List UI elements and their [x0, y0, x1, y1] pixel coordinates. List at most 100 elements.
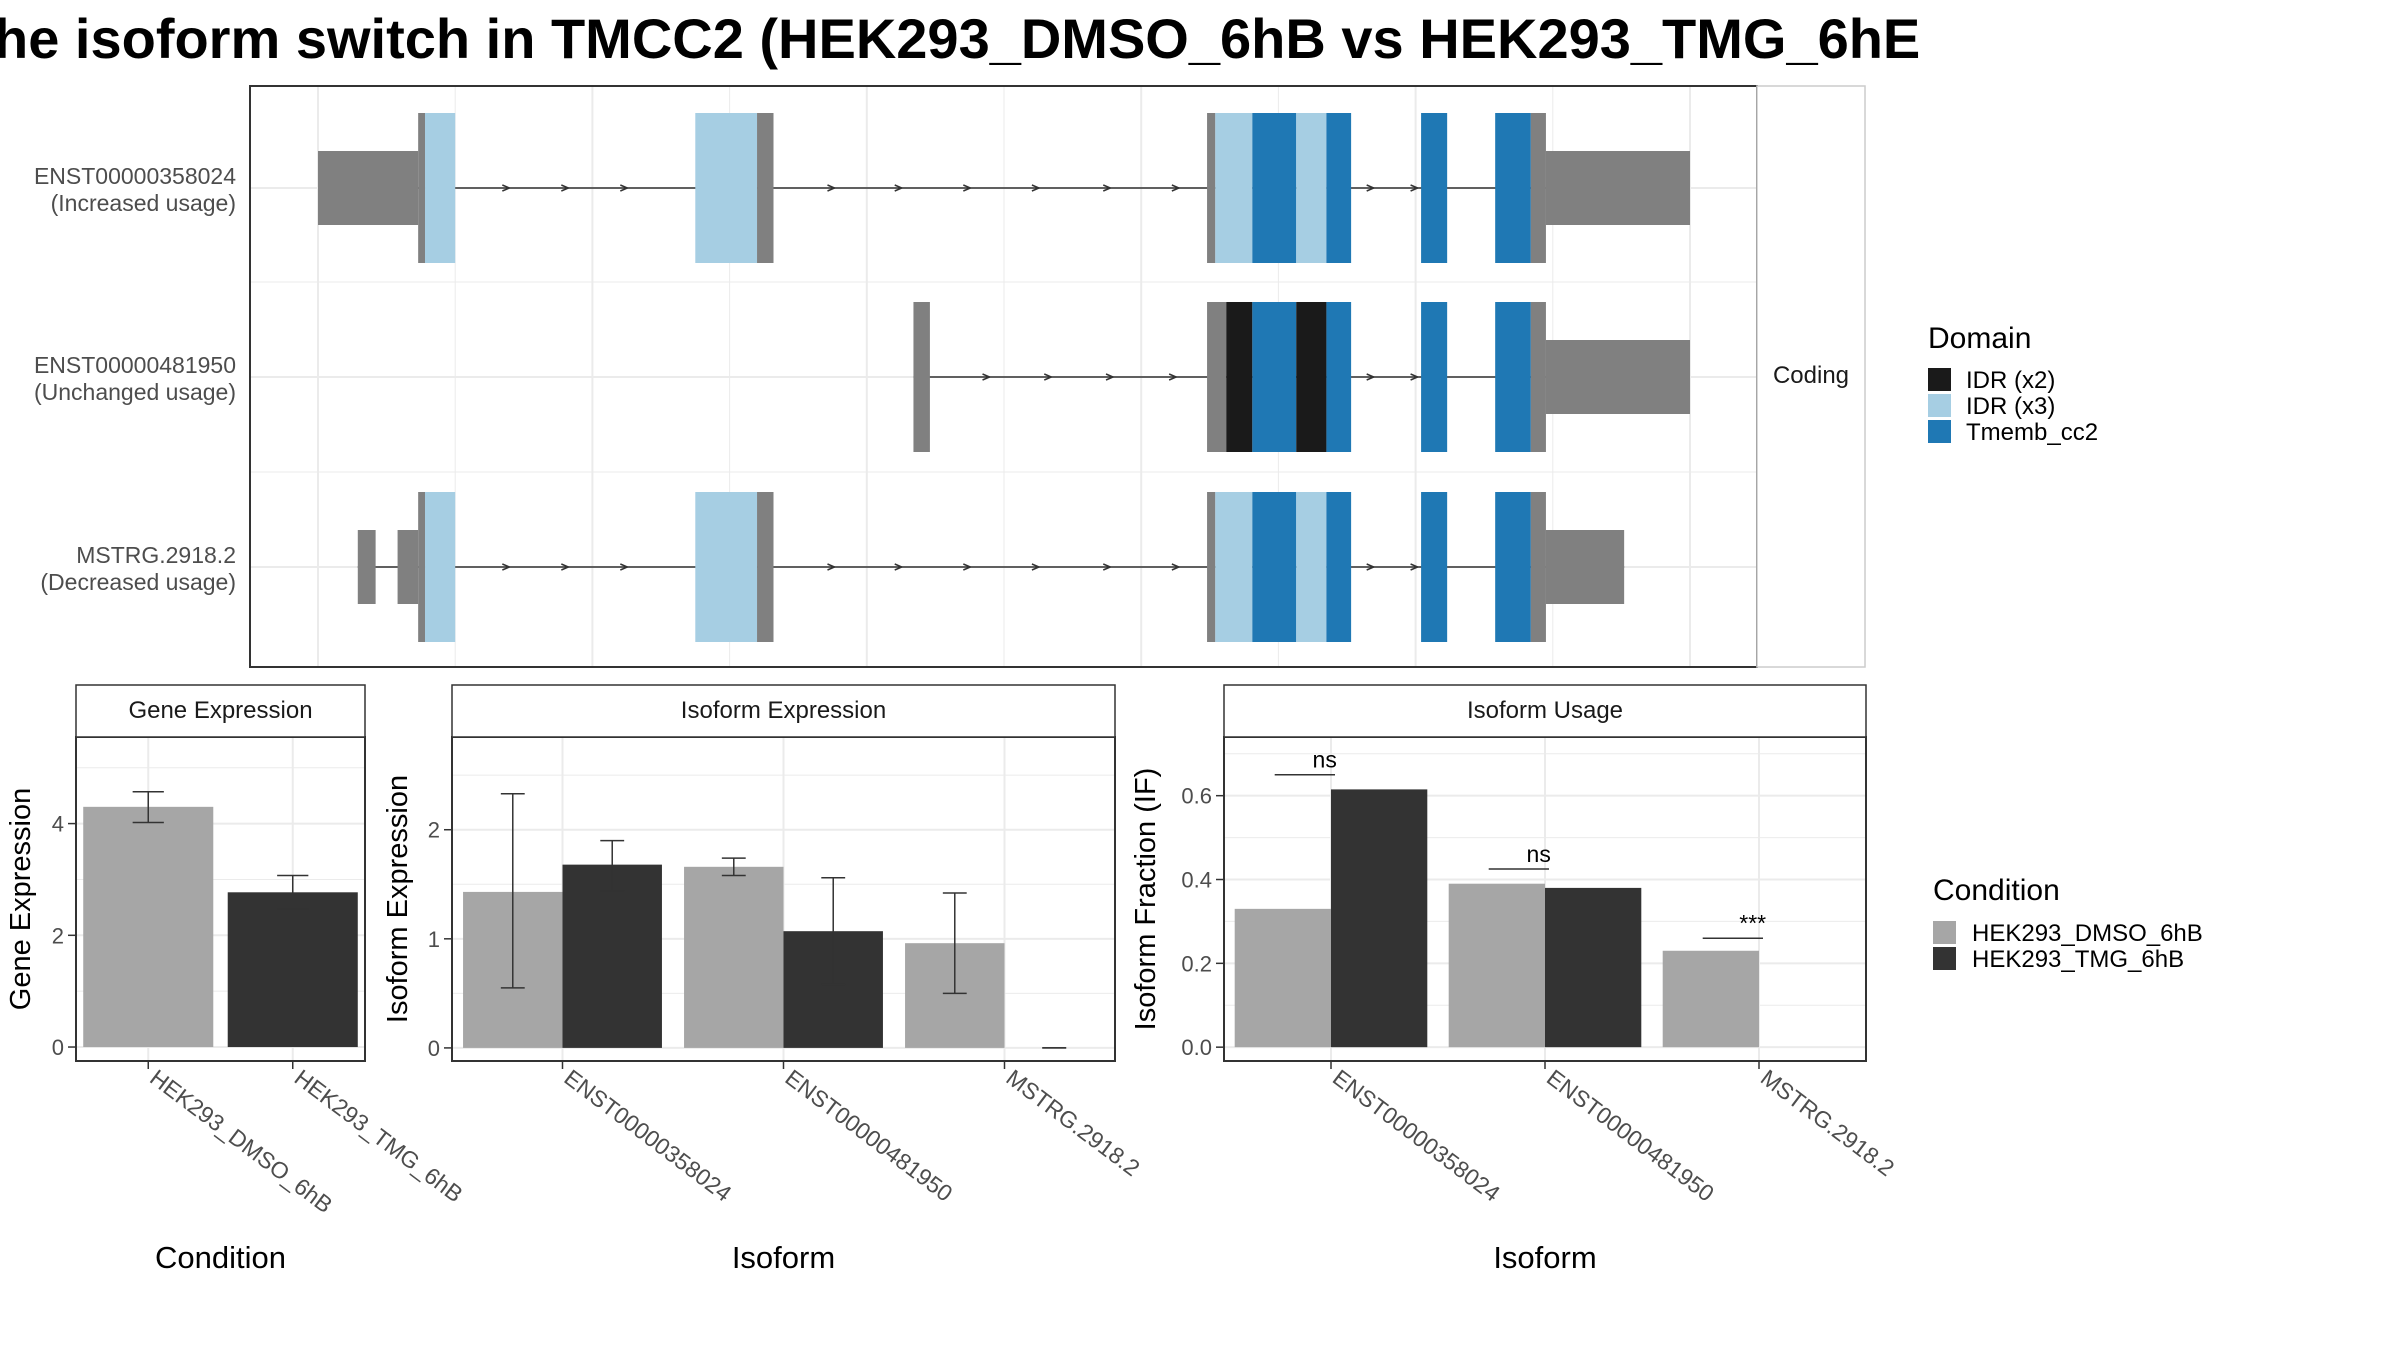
transcript-usage-label: (Increased usage) — [51, 190, 236, 216]
exon-cds-segment — [1530, 302, 1546, 452]
transcript-name-label: MSTRG.2918.2 — [76, 542, 236, 568]
exon-domain-segment — [1421, 492, 1448, 642]
strand-arrow — [620, 563, 630, 571]
y-tick-label: 0.4 — [1181, 868, 1212, 893]
strand-arrow — [1031, 563, 1041, 571]
exon-domain-segment — [1296, 302, 1327, 452]
x-axis-title: Isoform — [1493, 1240, 1596, 1275]
strand-arrow — [1168, 373, 1179, 381]
exon-cds-segment — [1207, 113, 1216, 263]
strand-arrow — [561, 563, 571, 571]
y-tick-label: 2 — [52, 923, 64, 948]
exon-domain-segment — [1252, 113, 1297, 263]
strand-arrow — [1043, 373, 1054, 381]
exon-domain-segment — [1296, 113, 1327, 263]
exon-domain-segment — [1495, 302, 1531, 452]
exon-domain-segment — [695, 113, 758, 263]
strand-arrow — [963, 184, 973, 192]
strand-arrow — [1171, 184, 1181, 192]
bar-strip-label: Gene Expression — [128, 697, 312, 724]
strand-arrow — [502, 563, 512, 571]
domain-legend-swatch — [1928, 420, 1951, 443]
gene-structure-panel: ENST00000358024(Increased usage) ENST0000… — [34, 85, 1866, 668]
domain-legend-label: IDR (x3) — [1966, 393, 2055, 420]
transcript-name-label: ENST00000481950 — [34, 352, 236, 378]
condition-legend-label: HEK293_TMG_6hB — [1972, 946, 2184, 973]
bar — [562, 864, 662, 1048]
exon-utr-segment — [357, 530, 376, 604]
strand-arrow — [1105, 373, 1115, 381]
exon-domain-segment — [1326, 492, 1352, 642]
significance-label: ns — [1527, 841, 1551, 867]
strand-arrow — [1102, 184, 1113, 192]
domain-legend-swatch — [1928, 368, 1951, 391]
bar — [83, 806, 214, 1048]
y-axis-title: Isoform Fraction (IF) — [1130, 768, 1162, 1031]
significance-label: ns — [1313, 747, 1337, 773]
x-axis-title: Condition — [155, 1240, 286, 1275]
y-tick-label: 0 — [428, 1036, 440, 1061]
y-axis-title: Gene Expression — [5, 788, 37, 1010]
exon-cds-segment — [418, 113, 426, 263]
exon-utr-segment — [318, 151, 419, 225]
exon-utr-segment — [1545, 340, 1690, 414]
bar — [684, 866, 784, 1048]
exon-cds-segment — [1207, 492, 1216, 642]
condition-legend-title: Condition — [1933, 874, 2060, 907]
strand-arrow — [894, 184, 904, 192]
exon-utr-segment — [1545, 530, 1625, 604]
y-tick-label: 0.6 — [1181, 784, 1212, 809]
y-tick-label: 0.0 — [1181, 1035, 1212, 1060]
strand-arrow — [963, 563, 973, 571]
strand-arrow — [1366, 184, 1376, 192]
strand-arrow — [1410, 563, 1420, 571]
exon-domain-segment — [1421, 113, 1448, 263]
exon-utr-segment — [1545, 151, 1690, 225]
exon-cds-segment — [757, 113, 774, 263]
y-axis-title: Isoform Expression — [382, 775, 414, 1023]
y-tick-label: 4 — [52, 812, 64, 837]
domain-legend-label: Tmemb_cc2 — [1966, 419, 2098, 446]
exon-domain-segment — [1252, 302, 1297, 452]
exon-domain-segment — [1326, 113, 1352, 263]
transcript-name-label: ENST00000358024 — [34, 163, 236, 189]
strand-arrow — [1366, 373, 1376, 381]
exon-domain-segment — [1226, 302, 1253, 452]
bar — [1448, 883, 1545, 1048]
exon-domain-segment — [1495, 492, 1531, 642]
exon-domain-segment — [1215, 113, 1253, 263]
exon-domain-segment — [1326, 302, 1352, 452]
bar — [227, 892, 358, 1048]
transcript-usage-label: (Unchanged usage) — [34, 379, 236, 405]
condition-legend-swatch — [1933, 947, 1956, 970]
significance-label: *** — [1739, 910, 1766, 936]
bar-strip-label: Isoform Usage — [1467, 697, 1623, 724]
domain-legend: Domain IDR (x2)IDR (x3)Tmemb_cc2 — [1928, 322, 2098, 446]
transcript-usage-label: (Decreased usage) — [40, 569, 236, 595]
coding-strip-label: Coding — [1773, 362, 1849, 389]
bar — [1234, 908, 1331, 1048]
y-tick-label: 1 — [428, 927, 440, 952]
exon-domain-segment — [695, 492, 758, 642]
condition-legend-label: HEK293_DMSO_6hB — [1972, 920, 2203, 947]
domain-legend-label: IDR (x2) — [1966, 367, 2055, 394]
y-tick-label: 0 — [52, 1035, 64, 1060]
strand-arrow — [561, 184, 571, 192]
gene-expression-panel: Gene Expression024HEK293_DMSO_6hBHEK293_… — [5, 684, 468, 1275]
bar — [1545, 887, 1642, 1048]
exon-utr-segment — [397, 530, 419, 604]
bar-strip-label: Isoform Expression — [681, 697, 886, 724]
exon-cds-segment — [418, 492, 426, 642]
strand-arrow — [1366, 563, 1376, 571]
exon-domain-segment — [425, 113, 456, 263]
bar — [1331, 789, 1428, 1048]
strand-arrow — [1171, 563, 1181, 571]
condition-legend-swatch — [1933, 921, 1956, 944]
strand-arrow — [982, 373, 992, 381]
exon-cds-segment — [913, 302, 930, 452]
exon-cds-segment — [757, 492, 774, 642]
x-axis-title: Isoform — [732, 1240, 835, 1275]
y-tick-label: 0.2 — [1181, 951, 1212, 976]
